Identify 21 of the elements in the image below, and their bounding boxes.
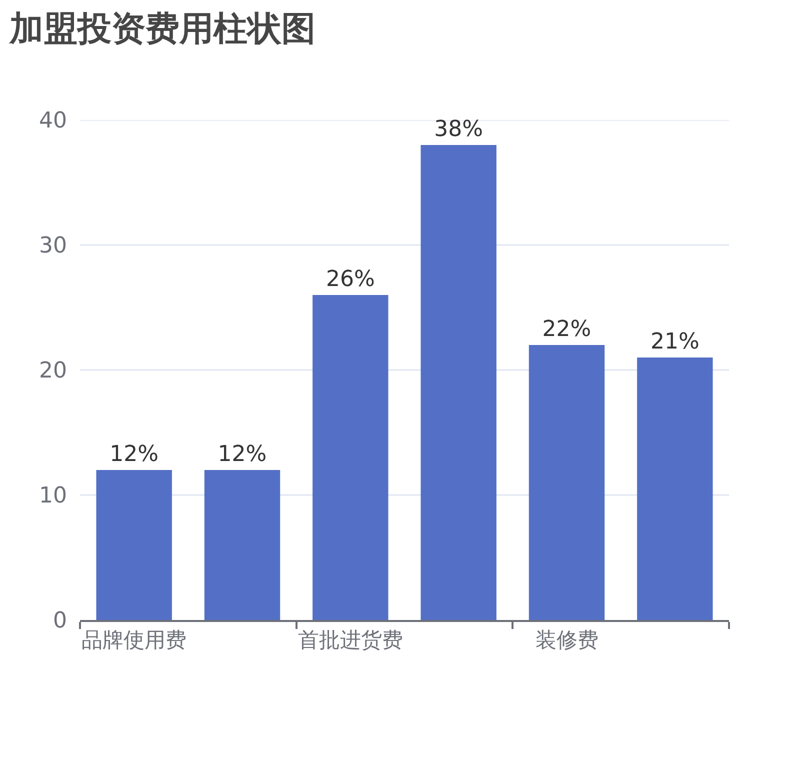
bar (637, 358, 713, 620)
bar (204, 470, 280, 620)
chart-title: 加盟投资费用柱状图 (8, 9, 316, 50)
data-label: 22% (542, 317, 592, 342)
data-label: 26% (326, 267, 375, 292)
x-tick-label: 首批进货费 (298, 628, 403, 652)
bar (312, 295, 388, 620)
bar (96, 470, 172, 620)
y-tick-label: 40 (39, 108, 67, 134)
y-tick-label: 20 (39, 358, 67, 384)
y-tick-label: 0 (53, 608, 67, 634)
bar (528, 345, 605, 620)
data-label: 12% (110, 442, 159, 467)
data-label: 21% (650, 330, 700, 354)
data-label: 38% (434, 117, 484, 142)
y-tick-label: 30 (39, 234, 67, 259)
x-tick-label: 品牌使用费 (82, 628, 187, 652)
data-label: 12% (218, 442, 267, 467)
y-tick-label: 10 (39, 484, 67, 509)
bar (420, 145, 496, 620)
x-tick-label: 装修费 (535, 628, 598, 652)
